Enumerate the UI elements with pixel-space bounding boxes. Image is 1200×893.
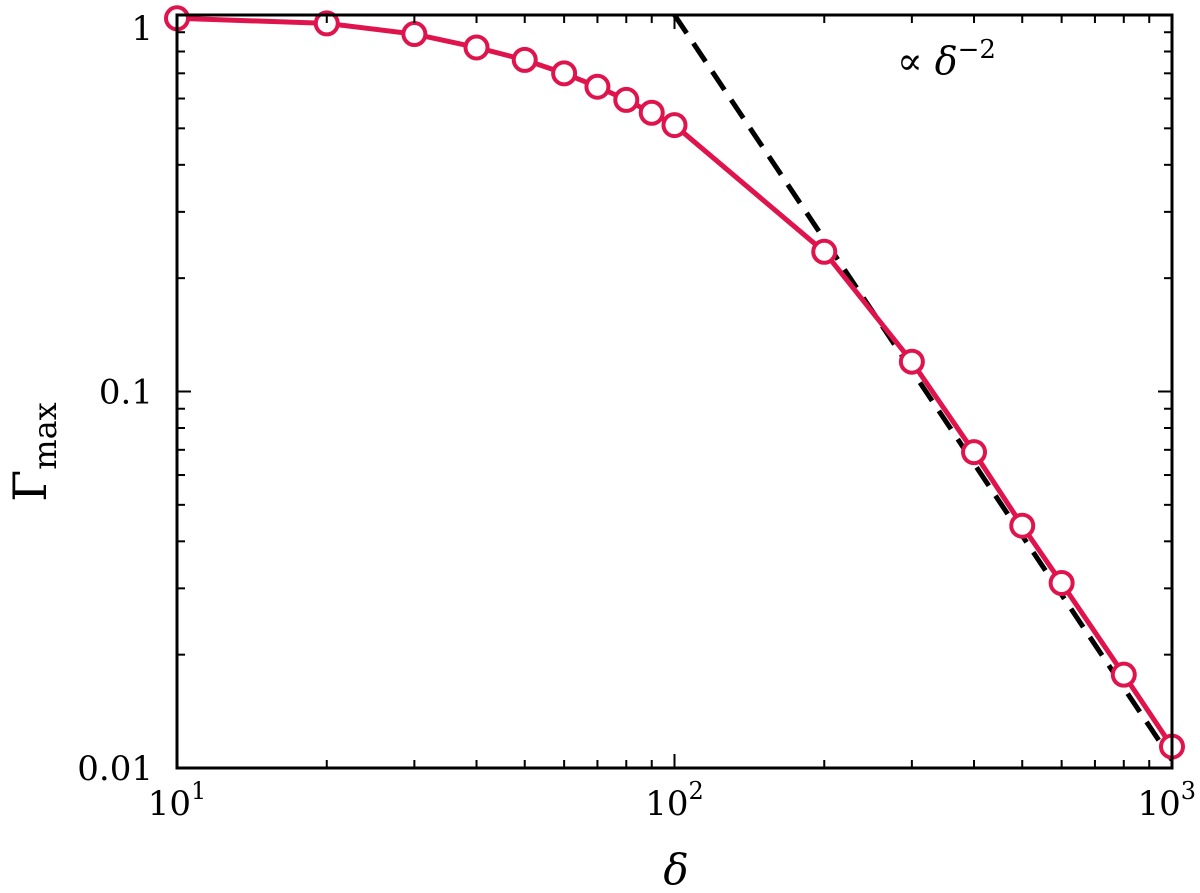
annotation-exponent: −2 <box>958 35 996 65</box>
data-point <box>898 348 925 375</box>
svg-text:Γmax: Γmax <box>3 402 64 501</box>
reference-line <box>672 15 1172 762</box>
data-point <box>1009 512 1036 539</box>
data-point <box>313 10 340 37</box>
tick-labels: 101 102 103 0.01 0.1 1 <box>77 9 1196 824</box>
data-point <box>961 439 988 466</box>
y-tick-label: 0.1 <box>99 373 153 413</box>
plot-frame <box>175 13 1174 770</box>
x-tick-label: 103 <box>1137 777 1196 824</box>
x-axis-label: δ <box>663 845 688 893</box>
y-tick-label: 0.01 <box>77 749 153 789</box>
annotation-prefix: ∝ <box>897 39 935 83</box>
reference-line-annotation: ∝ δ−2 <box>897 35 996 83</box>
data-point <box>511 46 538 73</box>
plot-content <box>164 5 1185 762</box>
annotation-base: δ <box>935 39 958 83</box>
data-point <box>463 34 490 61</box>
data-point <box>613 86 640 113</box>
data-point <box>401 21 428 48</box>
y-tick-label: 1 <box>131 9 153 49</box>
x-tick-label: 101 <box>148 777 207 824</box>
x-tick-label: 102 <box>645 777 704 824</box>
y-axis-label: Γmax <box>3 402 64 501</box>
data-point <box>584 73 611 100</box>
data-point <box>638 99 665 126</box>
data-point <box>1048 570 1075 597</box>
data-point <box>1110 661 1137 688</box>
y-axis-label-main: Γ <box>3 470 57 502</box>
data-point <box>551 60 578 87</box>
y-axis-label-sub: max <box>26 402 64 469</box>
data-point <box>811 238 838 265</box>
data-point <box>661 112 688 139</box>
